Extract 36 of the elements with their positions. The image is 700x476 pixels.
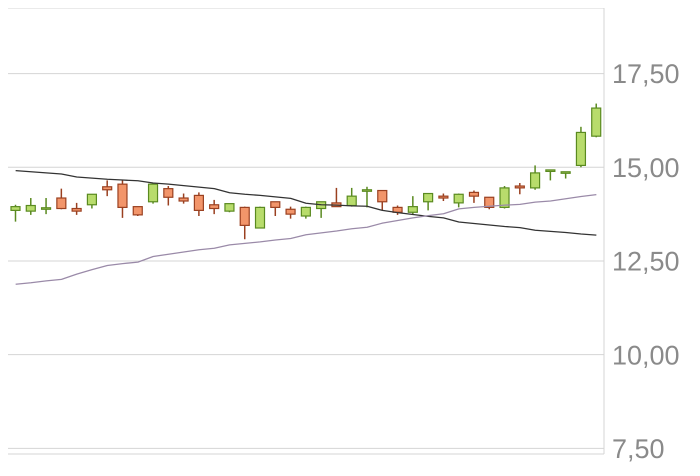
y-tick-label: 10,00 — [612, 340, 680, 370]
candlestick — [514, 182, 525, 196]
candlestick — [163, 185, 174, 206]
candlestick — [300, 206, 311, 220]
candlestick — [132, 206, 143, 217]
candlestick — [545, 169, 556, 182]
candlestick — [285, 206, 296, 220]
candlestick — [148, 182, 158, 204]
candlestick — [408, 195, 418, 216]
candlestick — [40, 197, 52, 215]
candlestick — [72, 202, 82, 216]
candlestick — [254, 206, 266, 229]
candlestick — [102, 180, 112, 197]
y-tick-label: 17,50 — [612, 59, 680, 90]
candlestick — [56, 188, 66, 210]
candlestick — [454, 192, 464, 208]
candlestick — [468, 190, 480, 204]
candlestick — [362, 186, 372, 208]
candlestick — [377, 190, 388, 212]
candlestick — [10, 204, 21, 222]
candlestick — [423, 192, 434, 212]
y-tick-label: 12,50 — [612, 246, 680, 277]
candlestick — [178, 192, 189, 204]
y-tick-label: 7,50 — [612, 434, 665, 464]
line-series — [14, 194, 598, 285]
candlestick — [530, 164, 540, 191]
candlestick — [194, 192, 204, 217]
y-tick-label: 15,00 — [612, 152, 680, 183]
candlestick — [499, 185, 510, 210]
candlestick — [209, 199, 220, 215]
candlestick — [86, 194, 98, 210]
candlestick — [26, 197, 36, 216]
line-series — [14, 170, 598, 236]
candlestick — [270, 201, 280, 217]
candlestick — [117, 180, 128, 219]
candlestick — [240, 206, 250, 240]
